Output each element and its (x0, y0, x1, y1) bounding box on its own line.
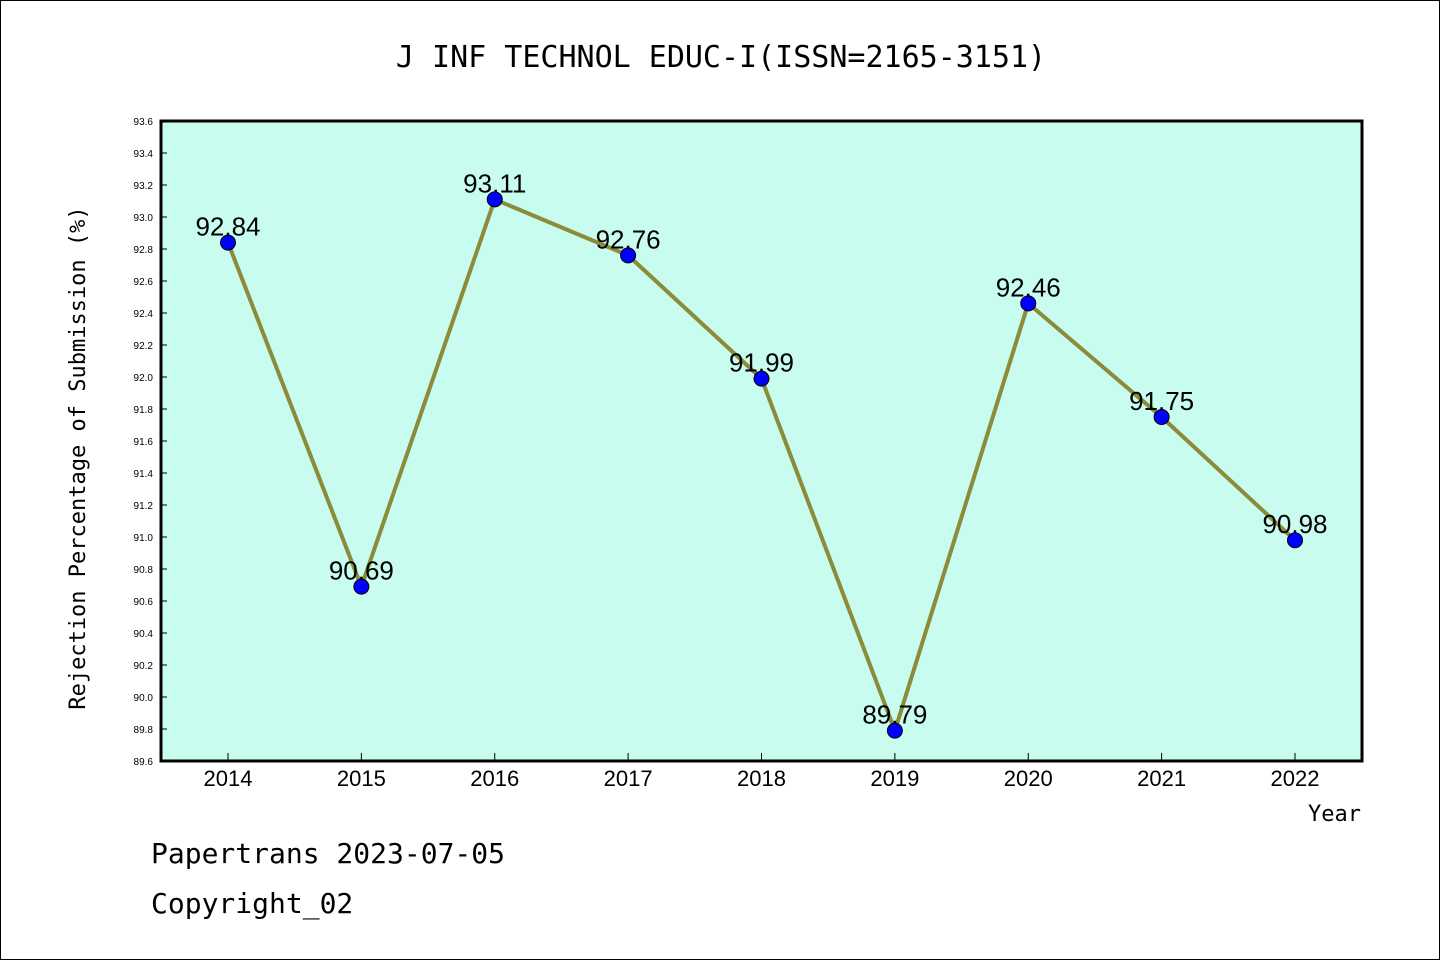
data-label: 93.11 (463, 168, 526, 198)
y-tick-label: 91.4 (134, 469, 154, 480)
data-label: 92.76 (596, 224, 661, 254)
data-point-marker (1153, 409, 1170, 425)
data-label: 91.99 (729, 348, 794, 378)
plot-area (159, 119, 1364, 763)
data-point-marker (1287, 532, 1303, 549)
footer-date: Papertrans 2023-07-05 (151, 837, 506, 870)
y-tick-label: 92.8 (134, 245, 154, 256)
y-tick-label: 90.6 (134, 597, 154, 608)
data-point-marker (220, 234, 236, 251)
data-labels: 92.84 90.69 93.11 92.76 91.99 89.79 92.46 91.75… (195, 168, 1327, 729)
data-label: 90.69 (329, 556, 394, 586)
data-label: 92.46 (996, 272, 1061, 302)
x-tick-label: 2019 (870, 766, 919, 791)
y-tick-label: 90.0 (134, 693, 154, 704)
y-tick-label: 93.2 (134, 181, 154, 192)
x-tick-label: 2022 (1271, 766, 1320, 791)
data-point-marker (620, 247, 637, 264)
data-point-marker (1020, 295, 1037, 312)
x-tick-label: 2015 (337, 766, 386, 791)
y-tick-label: 89.6 (134, 757, 154, 768)
x-tick-label: 2014 (204, 766, 253, 791)
data-label: 89.79 (862, 700, 927, 730)
y-tick-label: 91.6 (134, 437, 154, 448)
data-point-marker (353, 578, 370, 595)
x-axis-label: Year (1308, 802, 1361, 827)
x-axis: 2014 2015 2016 2017 2018 2019 2020 2021 2022 (204, 753, 1320, 791)
y-axis: 89.6 89.8 90.0 90.2 90.4 90.6 90.8 91.0 91.2 91.4… (134, 117, 167, 768)
data-markers (220, 191, 1303, 739)
y-tick-label: 92.2 (134, 341, 154, 352)
y-tick-label: 93.0 (134, 213, 154, 224)
footer-copyright: Copyright_02 (151, 887, 354, 920)
y-tick-label: 93.4 (134, 149, 154, 160)
y-tick-label: 91.8 (134, 405, 154, 416)
y-tick-label: 91.0 (134, 533, 154, 544)
y-axis-label: Rejection Percentage of Submission (%) (66, 206, 91, 709)
x-tick-label: 2018 (737, 766, 786, 791)
data-label: 92.84 (195, 212, 260, 242)
chart-title: J INF TECHNOL EDUC-I(ISSN=2165-3151) (396, 40, 1046, 75)
x-tick-label: 2021 (1137, 766, 1186, 791)
y-tick-label: 91.2 (134, 501, 154, 512)
y-tick-label: 92.0 (134, 373, 154, 384)
data-label: 90.98 (1262, 509, 1327, 539)
x-tick-label: 2017 (604, 766, 653, 791)
data-point-marker (486, 191, 503, 208)
y-tick-label: 89.8 (134, 725, 154, 736)
x-tick-label: 2016 (470, 766, 519, 791)
y-tick-label: 92.6 (134, 277, 154, 288)
data-point-marker (886, 722, 903, 739)
y-tick-label: 90.2 (134, 661, 154, 672)
y-tick-label: 90.8 (134, 565, 154, 576)
y-tick-label: 90.4 (134, 629, 154, 640)
data-point-marker (753, 370, 770, 387)
y-tick-label: 93.6 (134, 117, 154, 128)
data-label: 91.75 (1129, 386, 1194, 416)
y-tick-label: 92.4 (134, 309, 154, 320)
x-tick-label: 2020 (1004, 766, 1053, 791)
